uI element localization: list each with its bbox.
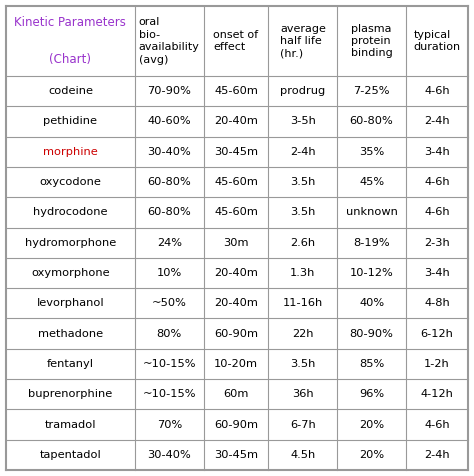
Text: 2-4h: 2-4h xyxy=(290,147,316,157)
Text: (Chart): (Chart) xyxy=(49,53,91,66)
Text: 10%: 10% xyxy=(156,268,182,278)
Text: 6-12h: 6-12h xyxy=(420,328,454,338)
Text: 20%: 20% xyxy=(359,450,384,460)
Text: 60m: 60m xyxy=(223,389,249,399)
Text: 8-19%: 8-19% xyxy=(353,238,390,248)
Text: 45%: 45% xyxy=(359,177,384,187)
Text: typical
duration: typical duration xyxy=(413,30,461,52)
Text: ~10-15%: ~10-15% xyxy=(143,359,196,369)
Text: levorphanol: levorphanol xyxy=(36,298,104,308)
Text: pethidine: pethidine xyxy=(44,117,98,127)
Text: plasma
protein
binding: plasma protein binding xyxy=(351,24,392,59)
Text: 3.5h: 3.5h xyxy=(290,359,316,369)
Text: morphine: morphine xyxy=(43,147,98,157)
Text: 4.5h: 4.5h xyxy=(290,450,316,460)
Text: tramadol: tramadol xyxy=(45,419,96,429)
Text: 2.6h: 2.6h xyxy=(290,238,315,248)
Text: 60-80%: 60-80% xyxy=(147,177,191,187)
Text: 60-80%: 60-80% xyxy=(147,208,191,218)
Text: 70%: 70% xyxy=(156,419,182,429)
Text: 20-40m: 20-40m xyxy=(214,117,258,127)
Text: unknown: unknown xyxy=(346,208,398,218)
Text: methadone: methadone xyxy=(38,328,103,338)
Text: 35%: 35% xyxy=(359,147,384,157)
Text: 6-7h: 6-7h xyxy=(290,419,316,429)
Text: 2-4h: 2-4h xyxy=(424,117,450,127)
Text: 30m: 30m xyxy=(223,238,249,248)
Text: 4-6h: 4-6h xyxy=(424,208,450,218)
Text: 40%: 40% xyxy=(359,298,384,308)
Text: 60-90m: 60-90m xyxy=(214,328,258,338)
Text: 4-6h: 4-6h xyxy=(424,86,450,96)
Text: 85%: 85% xyxy=(359,359,384,369)
Text: 4-8h: 4-8h xyxy=(424,298,450,308)
Text: 3-4h: 3-4h xyxy=(424,268,450,278)
Text: 10-20m: 10-20m xyxy=(214,359,258,369)
Text: 24%: 24% xyxy=(157,238,182,248)
Text: oxycodone: oxycodone xyxy=(39,177,101,187)
Text: 4-12h: 4-12h xyxy=(420,389,454,399)
Text: 1-2h: 1-2h xyxy=(424,359,450,369)
Text: 11-16h: 11-16h xyxy=(283,298,323,308)
Text: ~10-15%: ~10-15% xyxy=(143,389,196,399)
Text: 3-4h: 3-4h xyxy=(424,147,450,157)
Text: oxymorphone: oxymorphone xyxy=(31,268,110,278)
Text: hydrocodone: hydrocodone xyxy=(33,208,108,218)
Text: oral
bio-
availability
(avg): oral bio- availability (avg) xyxy=(139,18,200,65)
Text: 45-60m: 45-60m xyxy=(214,177,258,187)
Text: 30-40%: 30-40% xyxy=(147,450,191,460)
Text: 30-40%: 30-40% xyxy=(147,147,191,157)
Text: Kinetic Parameters: Kinetic Parameters xyxy=(15,16,127,29)
Text: 80%: 80% xyxy=(156,328,182,338)
Text: 45-60m: 45-60m xyxy=(214,86,258,96)
Text: prodrug: prodrug xyxy=(280,86,326,96)
Text: 7-25%: 7-25% xyxy=(353,86,390,96)
Text: codeine: codeine xyxy=(48,86,93,96)
Text: 3.5h: 3.5h xyxy=(290,208,316,218)
Text: tapentadol: tapentadol xyxy=(39,450,101,460)
Text: average
half life
(hr.): average half life (hr.) xyxy=(280,24,326,59)
Text: 1.3h: 1.3h xyxy=(290,268,316,278)
Text: fentanyl: fentanyl xyxy=(47,359,94,369)
Text: 30-45m: 30-45m xyxy=(214,147,258,157)
Text: 2-4h: 2-4h xyxy=(424,450,450,460)
Text: 4-6h: 4-6h xyxy=(424,177,450,187)
Text: 60-80%: 60-80% xyxy=(350,117,393,127)
Text: 36h: 36h xyxy=(292,389,314,399)
Text: 40-60%: 40-60% xyxy=(147,117,191,127)
Text: 60-90m: 60-90m xyxy=(214,419,258,429)
Text: 3.5h: 3.5h xyxy=(290,177,316,187)
Text: 2-3h: 2-3h xyxy=(424,238,450,248)
Text: hydromorphone: hydromorphone xyxy=(25,238,116,248)
Text: 22h: 22h xyxy=(292,328,314,338)
Text: ~50%: ~50% xyxy=(152,298,187,308)
Text: 20-40m: 20-40m xyxy=(214,268,258,278)
Text: buprenorphine: buprenorphine xyxy=(28,389,112,399)
Text: 80-90%: 80-90% xyxy=(350,328,393,338)
Text: 10-12%: 10-12% xyxy=(350,268,393,278)
Text: 20%: 20% xyxy=(359,419,384,429)
Text: onset of
effect: onset of effect xyxy=(213,30,259,52)
Text: 3-5h: 3-5h xyxy=(290,117,316,127)
Text: 4-6h: 4-6h xyxy=(424,419,450,429)
Text: 45-60m: 45-60m xyxy=(214,208,258,218)
Text: 30-45m: 30-45m xyxy=(214,450,258,460)
Text: 70-90%: 70-90% xyxy=(147,86,191,96)
Text: 20-40m: 20-40m xyxy=(214,298,258,308)
Text: 96%: 96% xyxy=(359,389,384,399)
